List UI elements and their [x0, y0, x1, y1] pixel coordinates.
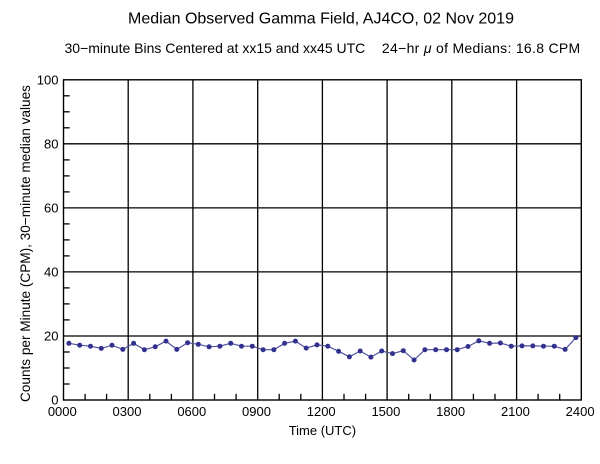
svg-text:0600: 0600	[177, 404, 206, 419]
svg-text:20: 20	[44, 329, 58, 344]
svg-text:1500: 1500	[371, 404, 400, 419]
svg-text:2100: 2100	[501, 404, 530, 419]
svg-text:0000: 0000	[48, 404, 77, 419]
svg-text:0900: 0900	[242, 404, 271, 419]
svg-text:Median Observed Gamma Field, A: Median Observed Gamma Field, AJ4CO, 02 N…	[128, 11, 514, 28]
svg-text:1200: 1200	[307, 404, 336, 419]
svg-text:40: 40	[44, 265, 58, 280]
svg-text:2400: 2400	[566, 404, 595, 419]
svg-text:Counts per Minute (CPM), 30−mi: Counts per Minute (CPM), 30−minute media…	[18, 85, 33, 402]
svg-text:80: 80	[44, 136, 58, 151]
svg-text:30−minute Bins Centered at xx1: 30−minute Bins Centered at xx15 and xx45…	[65, 40, 366, 56]
svg-text:60: 60	[44, 201, 58, 216]
svg-text:1800: 1800	[436, 404, 465, 419]
svg-text:100: 100	[37, 72, 59, 87]
svg-text:0300: 0300	[113, 404, 142, 419]
svg-text:Time (UTC): Time (UTC)	[289, 423, 356, 438]
svg-text:24−hr μ of Medians: 16.8 CPM: 24−hr μ of Medians: 16.8 CPM	[382, 40, 581, 56]
svg-text:0: 0	[51, 393, 58, 408]
